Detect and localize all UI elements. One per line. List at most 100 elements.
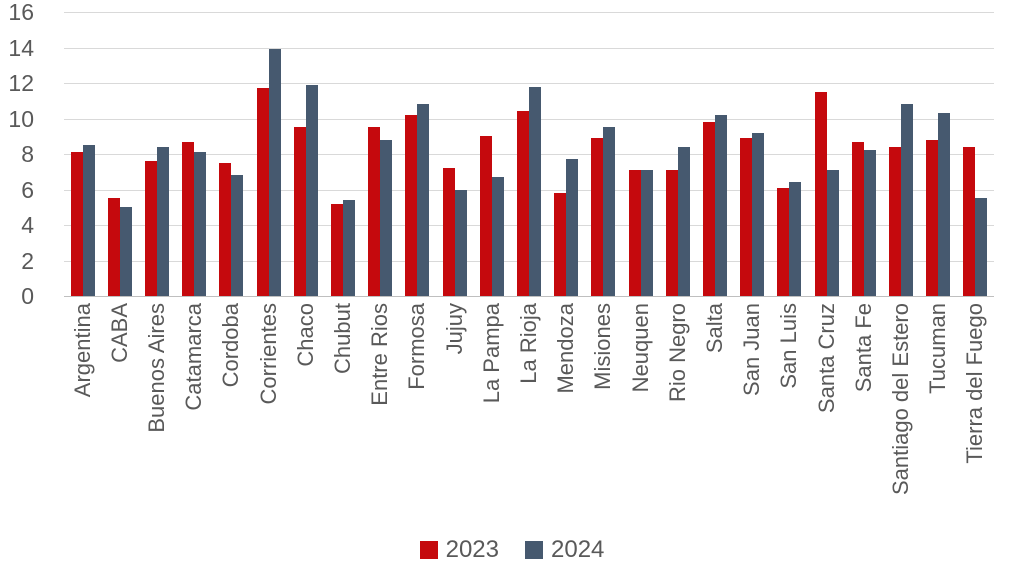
bar-2024-la-rioja — [529, 86, 542, 296]
x-label-santa-fe: Santa Fe — [850, 303, 876, 393]
bar-2023-chaco — [293, 127, 306, 296]
x-label-cell: CABA — [101, 303, 138, 525]
legend-swatch-2024 — [525, 541, 543, 559]
x-label-cordoba: Cordoba — [218, 303, 244, 388]
bar-2023-jujuy — [442, 168, 455, 296]
bar-2024-rio-negro — [677, 146, 690, 296]
x-label-entre-rios: Entre Rios — [367, 303, 393, 406]
bar-2024-jujuy — [454, 189, 467, 296]
bar-2023-san-luis — [777, 187, 790, 296]
bar-group-neuquen — [622, 12, 659, 296]
x-label-cell: San Luis — [771, 303, 808, 525]
x-label-san-juan: San Juan — [739, 303, 765, 396]
bar-2024-caba — [119, 207, 132, 296]
x-label-cell: Buenos Aires — [138, 303, 175, 525]
bar-2023-neuquen — [628, 169, 641, 296]
bar-2024-tierra-del-fuego — [975, 198, 988, 296]
legend-item-2023: 2023 — [419, 536, 499, 564]
legend-swatch-2023 — [419, 541, 438, 559]
bar-group-santa-cruz — [808, 12, 845, 296]
y-tick-label-10: 10 — [8, 105, 34, 132]
x-label-la-pampa: La Pampa — [478, 303, 504, 404]
bar-2023-buenos-aires — [145, 161, 157, 296]
x-label-misiones: Misiones — [590, 303, 616, 390]
x-axis-line — [64, 296, 994, 297]
bar-group-corrientes — [250, 12, 287, 296]
bar-2024-formosa — [417, 104, 430, 296]
bar-2024-san-luis — [789, 182, 802, 296]
bar-2023-tierra-del-fuego — [963, 146, 976, 296]
x-label-cell: Corrientes — [250, 303, 287, 525]
x-label-cell: Neuquen — [622, 303, 659, 525]
bar-2023-argentina — [70, 152, 83, 296]
bar-group-rio-negro — [659, 12, 696, 296]
bar-group-misiones — [585, 12, 622, 296]
x-label-cell: Salta — [696, 303, 733, 525]
bar-2023-formosa — [405, 114, 418, 296]
x-label-cell: Tucuman — [920, 303, 957, 525]
bar-group-tierra-del-fuego — [957, 12, 994, 296]
bar-2024-chaco — [305, 84, 318, 296]
bar-2023-tucuman — [926, 139, 939, 296]
y-tick-label-14: 14 — [8, 34, 34, 61]
gridline-12 — [64, 83, 994, 84]
gridline-16 — [64, 12, 994, 13]
x-label-chaco: Chaco — [292, 303, 318, 367]
bar-2024-chubut — [343, 200, 356, 296]
legend-item-2024: 2024 — [525, 536, 604, 564]
x-label-cell: Rio Negro — [659, 303, 696, 525]
bar-2024-corrientes — [268, 49, 281, 296]
bar-2024-salta — [715, 114, 728, 296]
gridline-14 — [64, 47, 994, 49]
x-label-corrientes: Corrientes — [255, 303, 281, 405]
bar-2023-chubut — [331, 203, 344, 296]
x-axis-labels: Argentina CABA Buenos Aires Catamarca Cordob… — [64, 303, 994, 525]
x-label-cell: Cordoba — [213, 303, 250, 525]
bar-2024-mendoza — [566, 159, 579, 296]
x-label-mendoza: Mendoza — [553, 303, 579, 394]
x-label-santiago-del-estero: Santiago del Estero — [888, 303, 914, 496]
y-tick-label-6: 6 — [21, 176, 34, 203]
x-label-cell: San Juan — [734, 303, 771, 525]
bar-2024-catamarca — [194, 152, 207, 296]
y-tick-label-0: 0 — [21, 283, 34, 309]
bar-group-la-rioja — [510, 12, 547, 296]
bar-2023-misiones — [591, 138, 604, 296]
bar-group-la-pampa — [473, 12, 510, 296]
bar-2023-santa-fe — [851, 141, 864, 296]
bar-2023-san-juan — [740, 138, 753, 296]
x-label-neuquen: Neuquen — [627, 303, 653, 393]
bar-2023-caba — [107, 198, 120, 296]
bar-2024-la-pampa — [491, 177, 504, 296]
x-label-cell: Mendoza — [548, 303, 585, 525]
legend: 2023 2024 — [0, 536, 1024, 564]
x-label-cell: Jujuy — [436, 303, 473, 525]
bar-2024-cordoba — [231, 175, 244, 296]
x-label-cell: Santa Cruz — [808, 303, 845, 525]
bar-group-santa-fe — [845, 12, 882, 296]
bar-2023-salta — [703, 122, 716, 296]
bar-2024-neuquen — [640, 169, 653, 296]
x-label-cell: Santa Fe — [845, 303, 882, 525]
bar-group-argentina — [64, 12, 101, 296]
x-label-cell: La Rioja — [510, 303, 547, 525]
bar-group-chaco — [287, 12, 324, 296]
bar-2023-entre-rios — [368, 127, 381, 296]
x-label-formosa: Formosa — [404, 303, 430, 390]
bar-2023-la-rioja — [517, 111, 530, 296]
y-tick-label-2: 2 — [21, 247, 34, 274]
x-label-santa-cruz: Santa Cruz — [813, 303, 839, 414]
x-label-tucuman: Tucuman — [925, 303, 951, 394]
x-label-cell: Chaco — [287, 303, 324, 525]
bar-group-tucuman — [920, 12, 957, 296]
x-label-catamarca: Catamarca — [181, 303, 207, 411]
bar-group-san-juan — [734, 12, 771, 296]
x-label-argentina: Argentina — [69, 303, 95, 398]
bar-group-chubut — [324, 12, 361, 296]
bar-2023-mendoza — [554, 193, 567, 296]
x-label-cell: Santiago del Estero — [882, 303, 919, 525]
bar-2023-la-pampa — [479, 136, 492, 296]
bar-group-formosa — [399, 12, 436, 296]
x-label-tierra-del-fuego: Tierra del Fuego — [962, 303, 988, 464]
